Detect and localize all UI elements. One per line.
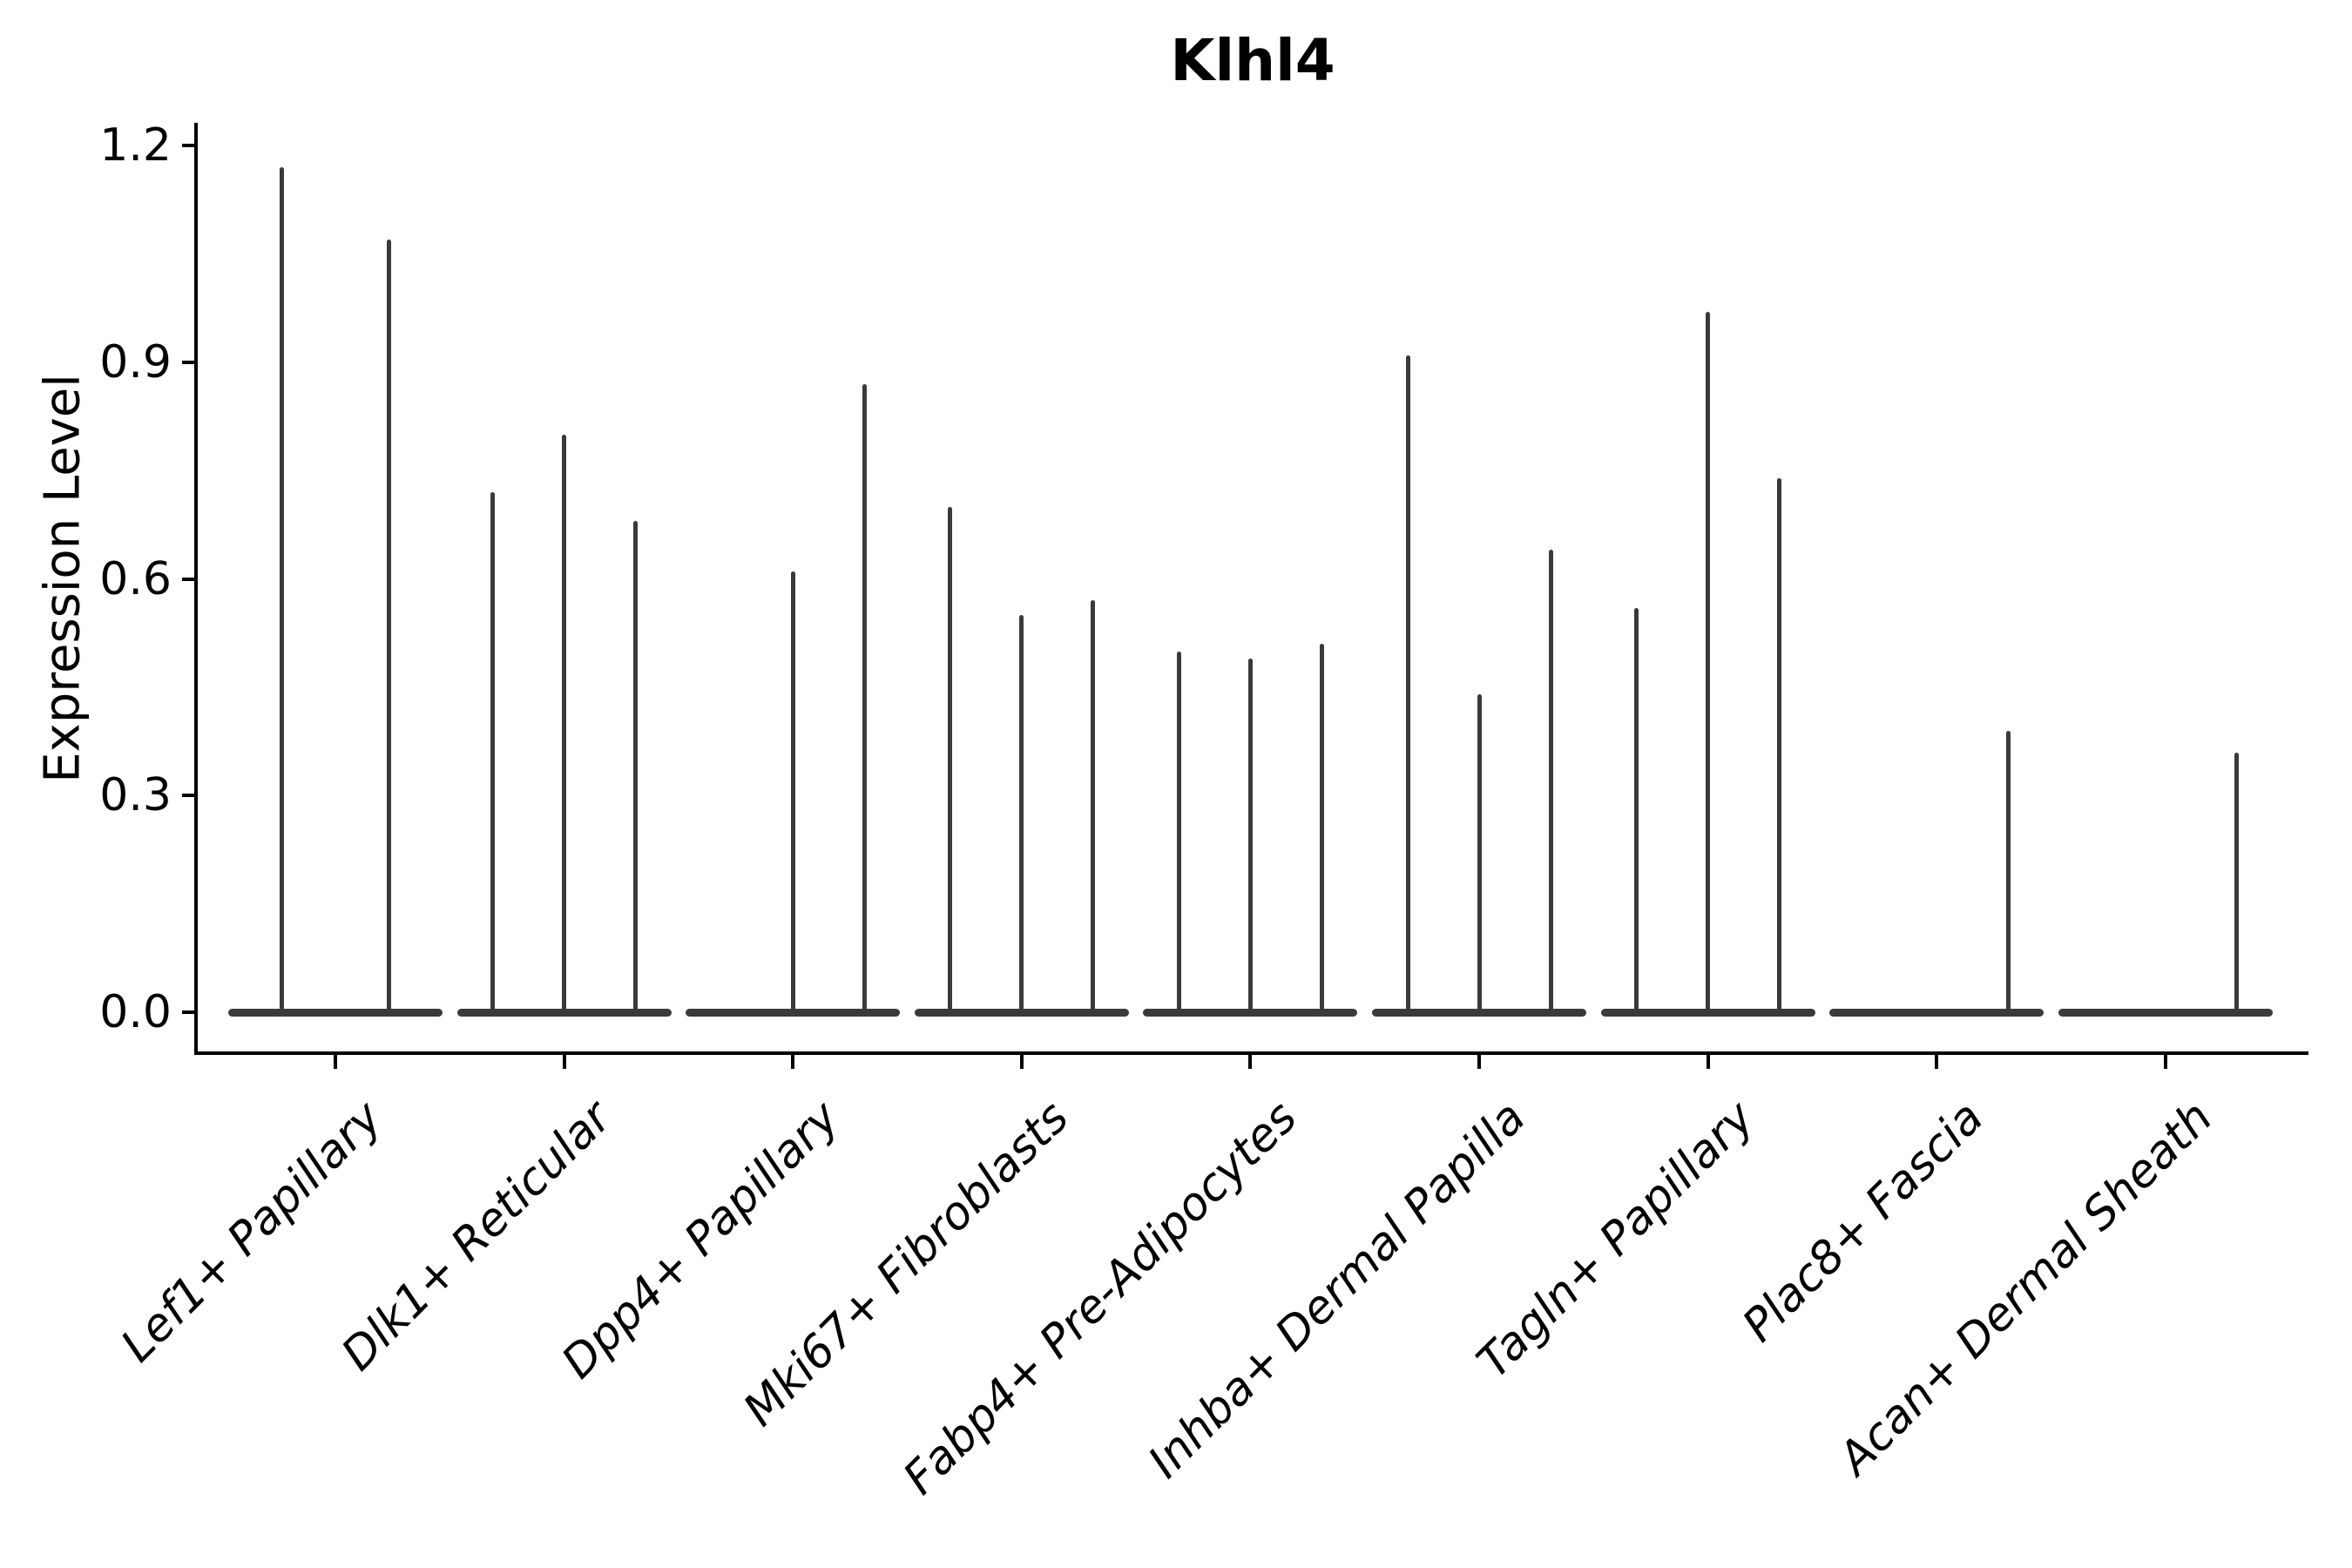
x-tick-label: Inhba+ Dermal Papilla [1139,1091,1537,1489]
y-tick [182,360,198,364]
y-tick [182,577,198,581]
violin-spike [1405,355,1410,1015]
violin-spike [1176,651,1181,1015]
violin-spike [1777,477,1782,1015]
violin-spike [1634,607,1639,1015]
violin-spike [1091,600,1096,1015]
violin-spike [1247,658,1253,1015]
x-tick [791,1055,795,1069]
violin-base [228,1009,443,1017]
violin-spike [1477,694,1482,1015]
y-tick [182,794,198,798]
x-tick [1935,1055,1939,1069]
chart-title: Klhl4 [1170,27,1335,94]
x-tick [2163,1055,2167,1069]
violin-spike [490,492,496,1015]
x-tick [334,1055,337,1069]
y-axis-label: Expression Level [34,374,91,783]
violin-base [1829,1009,2044,1017]
y-tick-label: 1.2 [99,119,172,172]
y-axis-spine [194,123,198,1055]
x-tick [1248,1055,1253,1069]
violin-spike [1019,615,1024,1015]
y-tick [182,1010,198,1014]
violin-spike [2234,752,2240,1015]
y-tick-label: 0.0 [99,986,172,1038]
violin-spike [1706,311,1711,1015]
x-tick-label: Fabp4+ Pre-Adipocytes [894,1091,1308,1505]
violin-spike [562,434,567,1015]
y-tick-label: 0.6 [99,552,172,605]
x-tick [1019,1055,1024,1069]
x-tick [562,1055,566,1069]
violin-spike [862,383,867,1015]
x-tick-label: Plac8+ Fascia [1733,1091,1994,1353]
violin-base [2058,1009,2273,1017]
violin-spike [633,521,639,1015]
x-axis-spine [194,1051,2308,1055]
x-tick [1706,1055,1710,1069]
violin-spike [280,167,284,1015]
x-tick-label: Acan+ Dermal Sheath [1828,1091,2223,1485]
violin-spike [2005,730,2011,1015]
violin-spike [948,506,953,1015]
y-tick [182,144,198,148]
y-tick-label: 0.3 [99,769,172,822]
violin-spike [790,571,795,1015]
y-tick-label: 0.9 [99,335,172,389]
violin-spike [387,239,391,1015]
x-tick [1477,1055,1481,1069]
violin-spike [1319,644,1324,1015]
violin-spike [1548,550,1553,1015]
